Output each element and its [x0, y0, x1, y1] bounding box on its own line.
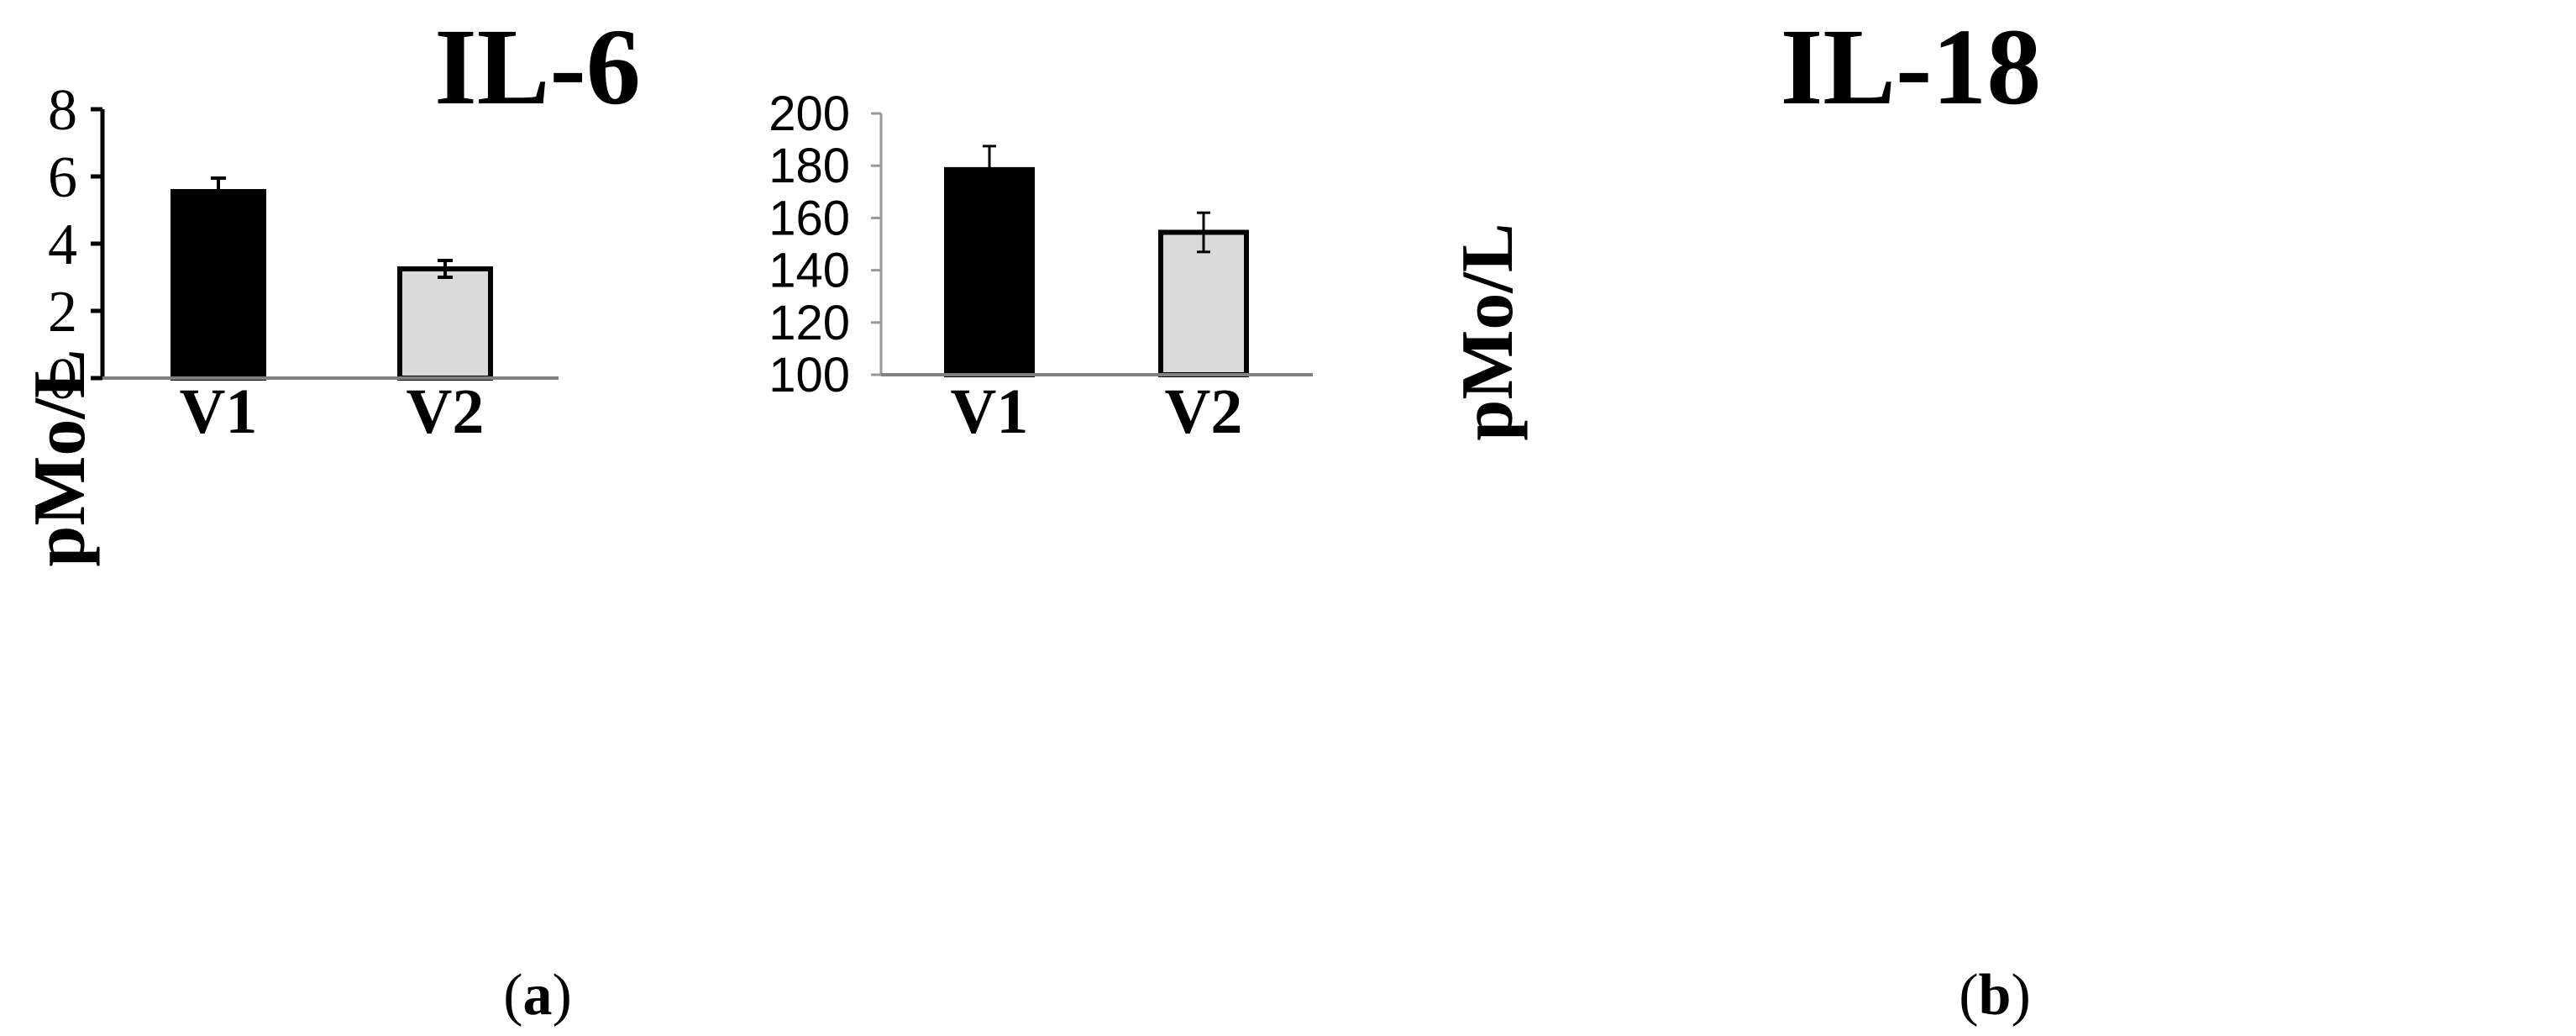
category-labels-b: V1 V2: [951, 376, 1243, 447]
category-label-v1: V1: [951, 376, 1029, 447]
error-bar-v2: [438, 259, 453, 279]
category-label-v2: V2: [407, 376, 485, 447]
panel-label-b-close: ): [2011, 963, 2030, 1028]
y-tick-label: 2: [48, 280, 77, 344]
y-tick-label: 6: [48, 145, 77, 210]
y-tick-label: 0: [48, 347, 77, 412]
error-bar-v2: [1197, 211, 1210, 254]
bar-v2: [1158, 229, 1249, 377]
panel-label-a-letter: a: [523, 963, 553, 1028]
bar-v1: [944, 166, 1035, 377]
panel-label-a-close: ): [553, 963, 572, 1028]
panel-label-b: (b): [1959, 963, 2031, 1028]
error-bar-v1: [983, 145, 996, 195]
y-tick-label: 160: [769, 191, 850, 245]
y-tick-label: 8: [48, 78, 77, 143]
y-tick-label: 120: [769, 296, 850, 350]
error-bar-v1: [211, 176, 226, 207]
category-labels-a: V1 V2: [180, 376, 485, 447]
y-axis-label-b: pMo/L: [1447, 223, 1529, 440]
y-tick-label: 100: [769, 348, 850, 402]
category-label-v2: V2: [1165, 376, 1243, 447]
category-label-v1: V1: [180, 376, 258, 447]
panel-label-a-open: (: [503, 963, 522, 1028]
bar-v1: [171, 189, 266, 381]
chart-title-a: IL-6: [434, 7, 641, 128]
chart-title-b: IL-18: [1781, 7, 2042, 128]
bar-v2: [397, 266, 493, 381]
y-tick-label: 180: [769, 139, 850, 193]
y-tick-label: 4: [48, 213, 77, 277]
y-tick-label: 200: [769, 87, 850, 141]
y-tick-label: 140: [769, 244, 850, 298]
y-axis-label-a: pMo/L: [19, 349, 101, 566]
bars-a: [102, 176, 559, 381]
panel-label-b-open: (: [1959, 963, 1978, 1028]
panel-label-a: (a): [503, 963, 572, 1028]
bars-b: [881, 145, 1313, 377]
panel-label-b-letter: b: [1979, 963, 2012, 1028]
